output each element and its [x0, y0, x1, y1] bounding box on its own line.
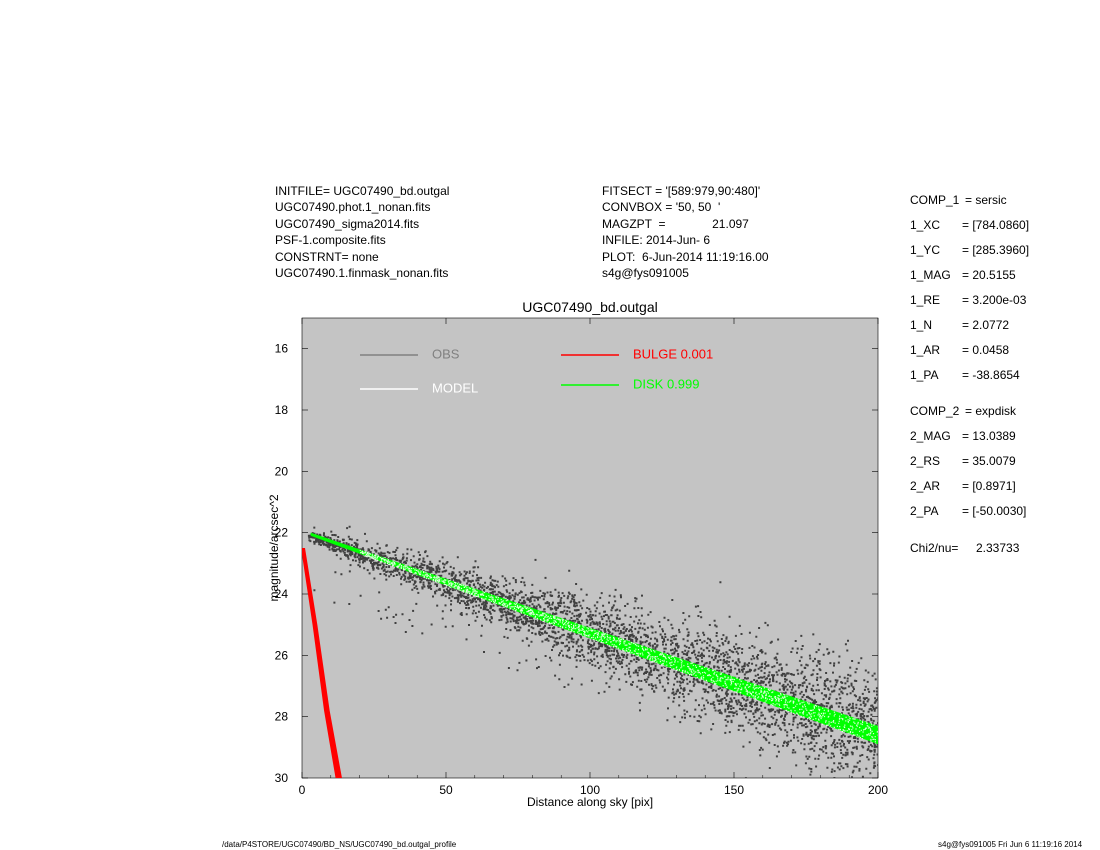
- chart-title: UGC07490_bd.outgal: [522, 299, 657, 315]
- footer-timestamp: s4g@fys091005 Fri Jun 6 11:19:16 2014: [938, 840, 1083, 849]
- param-key: 2_AR: [910, 479, 941, 493]
- header-middle-line: PLOT: 6-Jun-2014 11:19:16.00: [602, 249, 769, 264]
- model-speckle: [359, 549, 878, 744]
- header-middle-line: CONVBOX = '50, 50 ': [602, 200, 721, 215]
- param-value: = [784.0860]: [962, 218, 1030, 232]
- param-key: 2_RS: [910, 454, 941, 468]
- disk-band: [310, 532, 878, 745]
- header-left-line: UGC07490.phot.1_nonan.fits: [275, 200, 431, 215]
- param-value: = 13.0389: [962, 429, 1016, 443]
- header-left-line: UGC07490_sigma2014.fits: [275, 216, 420, 231]
- x-tick-label: 100: [580, 783, 600, 797]
- header-middle-line: INFILE: 2014-Jun- 6: [602, 233, 711, 248]
- chi2-label: Chi2/nu=: [910, 541, 959, 555]
- footer-path: /data/P4STORE/UGC07490/BD_NS/UGC07490_bd…: [222, 840, 457, 849]
- param-value: = [-50.0030]: [962, 504, 1027, 518]
- param-value: = 2.0772: [962, 318, 1010, 332]
- header-left-line: INITFILE= UGC07490_bd.outgal: [275, 184, 450, 198]
- obs-scatter-points: [307, 525, 878, 778]
- header-left-line: PSF-1.composite.fits: [275, 233, 386, 248]
- param-key: 1_AR: [910, 343, 941, 357]
- y-tick-label: 22: [275, 526, 289, 540]
- param-value: = [0.8971]: [962, 479, 1016, 493]
- chi2-value: 2.33733: [976, 541, 1020, 555]
- x-tick-label: 50: [439, 783, 453, 797]
- header-middle-line: MAGZPT = 21.097: [602, 216, 749, 231]
- header-fit-info: FITSECT = '[589:979,90:480]' CONVBOX = '5…: [602, 183, 769, 281]
- header-left-line: CONSTRNT= none: [275, 249, 379, 264]
- param-key: COMP_2: [910, 404, 960, 418]
- param-key: 2_PA: [910, 504, 939, 518]
- x-axis-label: Distance along sky [pix]: [527, 795, 653, 809]
- legend-label-disk: DISK 0.999: [633, 376, 700, 391]
- header-middle-line: FITSECT = '[589:979,90:480]': [602, 184, 761, 198]
- param-key: 1_N: [910, 318, 933, 332]
- param-value: = expdisk: [965, 404, 1017, 418]
- y-tick-label: 30: [275, 771, 289, 785]
- param-key: 1_RE: [910, 293, 941, 307]
- y-tick-label: 16: [275, 342, 289, 356]
- param-key: 1_PA: [910, 368, 939, 382]
- legend-label-obs: OBS: [432, 346, 460, 361]
- param-value: = 35.0079: [962, 454, 1016, 468]
- y-tick-label: 18: [275, 403, 289, 417]
- y-tick-label: 24: [275, 587, 289, 601]
- y-tick-label: 28: [275, 710, 289, 724]
- header-left-line: UGC07490.1.finmask_nonan.fits: [275, 265, 449, 280]
- param-key: 2_MAG: [910, 429, 951, 443]
- legend-label-bulge: BULGE 0.001: [633, 346, 713, 361]
- header-middle-line: s4g@fys091005: [602, 265, 689, 280]
- param-key: 1_XC: [910, 218, 941, 232]
- param-value: = 20.5155: [962, 268, 1016, 282]
- header-file-info: INITFILE= UGC07490_bd.outgal UGC07490.pho…: [275, 183, 449, 281]
- param-value: = sersic: [965, 193, 1007, 207]
- param-value: = 3.200e-03: [962, 293, 1027, 307]
- param-value: = -38.8654: [962, 368, 1020, 382]
- param-key: 1_YC: [910, 243, 941, 257]
- x-tick-label: 200: [868, 783, 888, 797]
- param-key: COMP_1: [910, 193, 960, 207]
- x-tick-label: 150: [724, 783, 744, 797]
- legend-label-model: MODEL: [432, 380, 478, 395]
- param-key: 1_MAG: [910, 268, 951, 282]
- y-tick-label: 26: [275, 648, 289, 662]
- bulge-band: [302, 548, 342, 778]
- param-value: = [285.3960]: [962, 243, 1030, 257]
- plot-marks: [302, 525, 878, 778]
- y-tick-label: 20: [275, 464, 289, 478]
- x-tick-label: 0: [299, 783, 306, 797]
- y-axis-label: magnitude/arcsec^2: [267, 494, 281, 601]
- param-value: = 0.0458: [962, 343, 1010, 357]
